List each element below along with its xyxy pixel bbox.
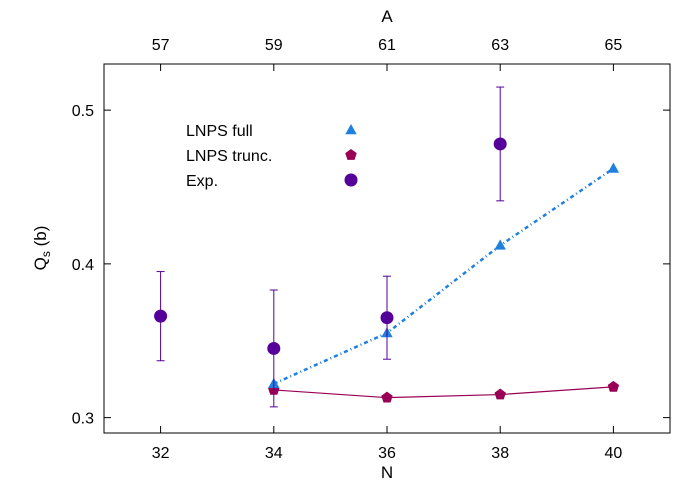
- top-tick-label: 63: [491, 37, 509, 54]
- series-lnps-trunc: [268, 380, 620, 403]
- series-layer: [154, 86, 620, 408]
- legend-marker: [344, 173, 358, 187]
- plot-frame: [103, 63, 671, 434]
- series-lnps-full: [268, 162, 620, 388]
- data-point: [494, 239, 506, 250]
- data-point: [607, 162, 620, 173]
- legend-marker: [345, 124, 357, 135]
- y-axis-label: Qs (b): [31, 226, 53, 271]
- x-axis-label: N: [381, 463, 393, 482]
- top-tick-label: 65: [605, 37, 623, 54]
- x-tick-label: 38: [491, 445, 509, 462]
- legend-marker: [345, 149, 357, 160]
- legend-label-lnps-full: LNPS full: [186, 123, 253, 140]
- data-point: [607, 380, 620, 392]
- y-tick-label: 0.3: [72, 411, 94, 428]
- legend: LNPS full LNPS trunc. Exp.: [186, 123, 358, 190]
- x-axis: 32 34 36 38 40: [152, 426, 623, 462]
- data-point: [380, 311, 394, 325]
- x-tick-label: 34: [265, 445, 283, 462]
- top-tick-label: 61: [378, 37, 396, 54]
- data-point: [381, 391, 393, 403]
- top-tick-label: 57: [152, 37, 170, 54]
- data-point: [154, 309, 168, 323]
- data-point: [494, 388, 506, 400]
- y-axis-label-subscript: s: [39, 251, 53, 257]
- y-axis-label-unit: (b): [31, 226, 50, 252]
- legend-markers: [344, 124, 358, 187]
- y-axis: 0.3 0.4 0.5: [72, 103, 670, 428]
- y-tick-label: 0.4: [72, 257, 94, 274]
- top-axis: 57 59 61 63 65: [152, 37, 623, 71]
- top-tick-label: 59: [265, 37, 283, 54]
- series-exp: [154, 86, 507, 408]
- top-axis-label: A: [381, 7, 393, 26]
- x-tick-label: 32: [152, 445, 170, 462]
- legend-label-lnps-trunc: LNPS trunc.: [186, 148, 272, 165]
- series-line: [273, 386, 614, 399]
- legend-label-exp: Exp.: [186, 173, 218, 190]
- x-tick-label: 36: [378, 445, 396, 462]
- data-point: [493, 137, 507, 151]
- x-tick-label: 40: [605, 445, 623, 462]
- y-tick-label: 0.5: [72, 103, 94, 120]
- data-point: [267, 341, 281, 355]
- series-line: [273, 167, 615, 385]
- y-axis-label-main: Q: [31, 257, 50, 270]
